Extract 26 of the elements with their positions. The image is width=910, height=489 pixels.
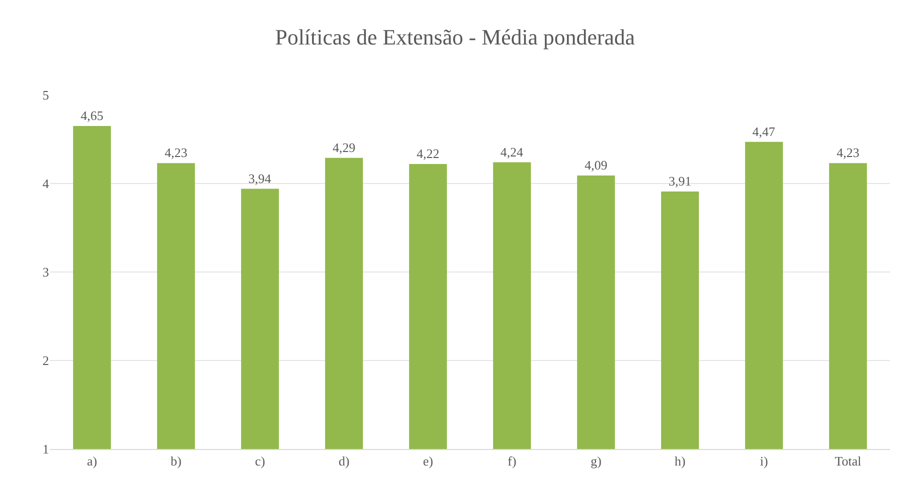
x-tick-label: f) <box>508 454 516 469</box>
data-label: 4,24 <box>500 144 524 160</box>
x-tick-label: a) <box>86 454 98 469</box>
data-label: 4,23 <box>836 145 860 160</box>
chart-title: Políticas de Extensão - Média ponderada <box>275 24 636 50</box>
data-label: 4,29 <box>332 140 356 155</box>
data-label: 4,22 <box>416 146 440 162</box>
data-label: 4,23 <box>164 145 188 160</box>
data-label: 4,09 <box>584 158 608 173</box>
x-tick-label: d) <box>338 454 350 469</box>
y-tick-label: 2 <box>42 353 49 368</box>
x-tick-label: e) <box>422 454 434 469</box>
data-label: 3,94 <box>248 170 272 186</box>
y-tick-label: 3 <box>42 264 49 280</box>
x-tick-label: i) <box>760 454 768 469</box>
data-label: 3,91 <box>668 173 692 188</box>
y-tick-label: 5 <box>42 88 49 103</box>
y-tick-label: 1 <box>42 442 49 457</box>
y-tick-label: 4 <box>42 176 50 192</box>
x-tick-label: Total <box>834 454 862 469</box>
x-tick-label: g) <box>590 454 602 469</box>
x-tick-label: h) <box>674 454 686 469</box>
x-tick-label: c) <box>254 454 266 469</box>
x-tick-label: b) <box>170 454 182 469</box>
data-label: 4,47 <box>752 124 776 139</box>
data-label: 4,65 <box>80 108 104 123</box>
